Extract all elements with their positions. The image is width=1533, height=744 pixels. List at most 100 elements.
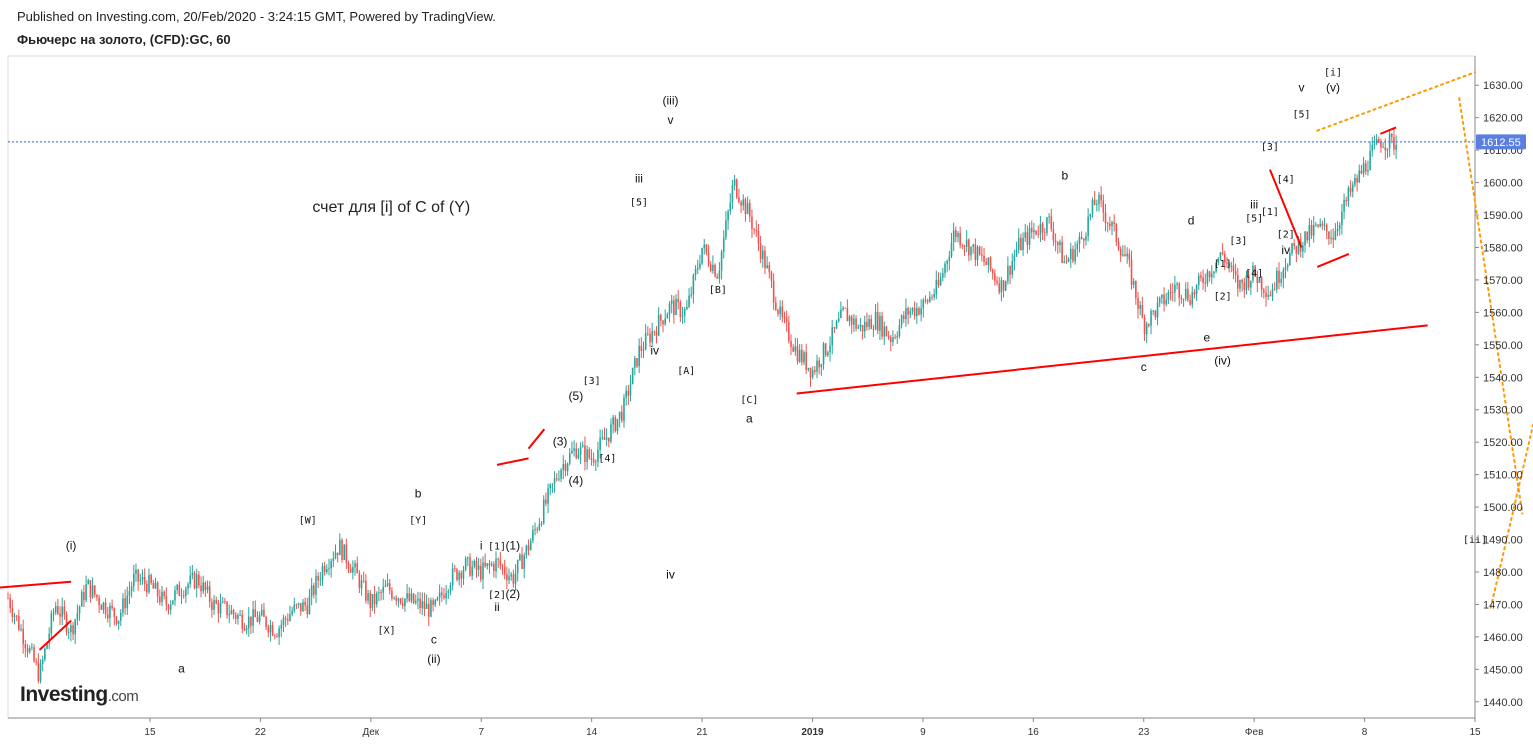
trend-lines	[0, 126, 1428, 651]
wave-label: (4)	[569, 473, 584, 487]
candles	[7, 128, 1397, 684]
x-tick-label: Дек	[362, 727, 379, 738]
wave-label: [W]	[299, 515, 317, 526]
wave-labels: (i)a[W][X]b[Y]c(ii)i [1] (1)ii[2] (2)(3)(4)…	[66, 67, 1487, 675]
y-tick-label: 1630.00	[1483, 80, 1523, 92]
wave-label: (iv)	[1214, 353, 1231, 367]
wave-label: (2)	[505, 587, 520, 601]
current-price-label: 1612.55	[1481, 137, 1521, 149]
x-tick-label: 9	[920, 727, 926, 738]
x-tick-label: 14	[586, 727, 598, 738]
y-tick-label: 1470.00	[1483, 599, 1523, 611]
trend-line	[1269, 169, 1303, 248]
trend-line	[38, 619, 72, 651]
trend-line	[496, 457, 529, 466]
wave-label: iv	[650, 344, 659, 358]
wave-label: ii	[494, 600, 499, 614]
wave-label: iii	[635, 172, 643, 186]
x-tick-label: 8	[1362, 727, 1368, 738]
wave-label: [3]	[1261, 142, 1279, 153]
trend-line	[1316, 253, 1350, 268]
wave-label: [2]	[488, 590, 506, 601]
wave-label: [1]	[1214, 259, 1232, 270]
projection-line	[1316, 71, 1476, 132]
investing-logo: Investing.com	[20, 683, 139, 706]
y-tick-label: 1490.00	[1483, 535, 1523, 547]
y-tick-label: 1580.00	[1483, 242, 1523, 254]
wave-label: [ii]	[1463, 535, 1487, 546]
y-tick-label: 1500.00	[1483, 502, 1523, 514]
wave-label: [5]	[1292, 110, 1310, 121]
wave-label: (1)	[505, 538, 520, 552]
wave-label: [2]	[1277, 230, 1295, 241]
published-line: Published on Investing.com, 20/Feb/2020 …	[17, 9, 496, 24]
x-tick-label: Фев	[1245, 727, 1263, 738]
wave-label: (5)	[569, 389, 584, 403]
y-tick-label: 1530.00	[1483, 405, 1523, 417]
x-tick-label: 21	[697, 727, 709, 738]
wave-label: iii	[1250, 198, 1258, 212]
wave-label: (3)	[553, 434, 568, 448]
trend-line	[1379, 126, 1397, 135]
y-tick-label: 1460.00	[1483, 632, 1523, 644]
wave-label: (v)	[1326, 81, 1340, 95]
y-tick-label: 1510.00	[1483, 470, 1523, 482]
wave-label: d	[1188, 214, 1195, 228]
wave-label: b	[415, 486, 422, 500]
wave-label: a	[746, 412, 753, 426]
wave-label: [3]	[583, 376, 601, 387]
wave-label: [3]	[1229, 236, 1247, 247]
x-tick-label: 22	[255, 727, 267, 738]
x-axis[interactable]: 1522Дек71421201991623Фев81522Мар	[144, 718, 1533, 738]
wave-label: [B]	[709, 285, 727, 296]
wave-label: v	[668, 113, 674, 127]
x-tick-label: 2019	[801, 727, 824, 738]
wave-label: [5]	[1245, 214, 1263, 225]
x-tick-label: 7	[478, 727, 484, 738]
wave-label: (i)	[66, 538, 77, 552]
wave-label: i	[480, 538, 483, 552]
wave-label: [1]	[488, 541, 506, 552]
wave-label: [4]	[1245, 269, 1263, 280]
wave-label: v	[1298, 81, 1304, 95]
y-tick-label: 1570.00	[1483, 275, 1523, 287]
wave-label: [4]	[1277, 175, 1295, 186]
current-price-badge: 1612.55	[1476, 134, 1526, 150]
y-tick-label: 1620.00	[1483, 113, 1523, 125]
wave-label: iv	[1281, 243, 1290, 257]
wave-label: [Y]	[409, 515, 427, 526]
trend-line	[796, 324, 1428, 395]
wave-label: (ii)	[427, 652, 440, 666]
trend-line	[527, 428, 546, 450]
wave-label: [5]	[630, 197, 648, 208]
y-tick-label: 1480.00	[1483, 567, 1523, 579]
wave-label: [X]	[378, 626, 396, 637]
wave-count-annotation: счет для [i] of C of (Y)	[312, 199, 470, 216]
y-tick-label: 1540.00	[1483, 372, 1523, 384]
y-tick-label: 1550.00	[1483, 340, 1523, 352]
wave-label: e	[1203, 331, 1210, 345]
trend-line	[0, 580, 72, 589]
wave-label: [C]	[740, 395, 758, 406]
y-tick-label: 1440.00	[1483, 697, 1523, 709]
wave-label: iv	[666, 567, 675, 581]
x-tick-label: 15	[144, 727, 156, 738]
y-tick-label: 1560.00	[1483, 307, 1523, 319]
wave-label: c	[1141, 360, 1147, 374]
wave-label: a	[178, 662, 185, 676]
wave-label: [A]	[677, 366, 695, 377]
y-tick-label: 1520.00	[1483, 437, 1523, 449]
wave-label: (iii)	[663, 94, 679, 108]
wave-label: [4]	[598, 454, 616, 465]
projection-line	[1458, 97, 1524, 515]
wave-label: [1]	[1261, 207, 1279, 218]
x-tick-label: 16	[1028, 727, 1040, 738]
x-tick-label: 15	[1469, 727, 1481, 738]
y-tick-label: 1600.00	[1483, 178, 1523, 190]
wave-label: c	[431, 632, 437, 646]
wave-label: [2]	[1214, 291, 1232, 302]
wave-label: [i]	[1324, 67, 1342, 78]
instrument-title: Фьючерс на золото, (CFD):GC, 60	[17, 32, 231, 47]
y-axis[interactable]: 1440.00 1450.00 1460.00 1470.00 1480.00 1490.…	[1475, 80, 1523, 709]
